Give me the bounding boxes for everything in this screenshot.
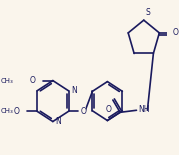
Text: O: O <box>173 28 179 37</box>
Text: O: O <box>80 107 86 116</box>
Text: O: O <box>105 105 111 114</box>
Text: O: O <box>14 107 20 116</box>
Text: CH₃: CH₃ <box>1 108 13 114</box>
Text: S: S <box>146 8 150 17</box>
Text: N: N <box>71 86 77 95</box>
Text: NH: NH <box>138 105 150 114</box>
Text: CH₃: CH₃ <box>1 78 13 84</box>
Text: O: O <box>30 76 36 85</box>
Text: N: N <box>55 117 61 126</box>
